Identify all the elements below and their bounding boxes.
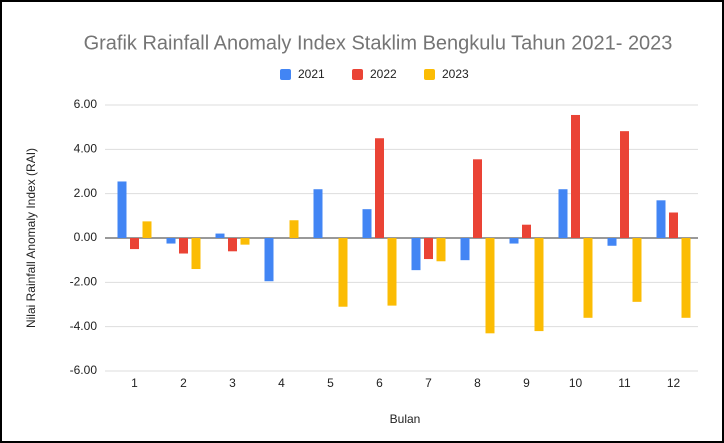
bar — [215, 233, 225, 238]
legend-label: 2023 — [442, 67, 469, 81]
bar — [191, 238, 201, 270]
x-tick-label: 5 — [327, 376, 334, 390]
y-tick-label: 2.00 — [74, 186, 98, 200]
chart-title: Grafik Rainfall Anomaly Index Staklim Be… — [84, 32, 673, 54]
x-tick-label: 6 — [376, 376, 383, 390]
bar — [509, 238, 519, 244]
bar — [534, 238, 544, 332]
bar — [656, 200, 666, 238]
bar — [117, 181, 127, 238]
bar — [166, 238, 176, 244]
bar — [620, 131, 629, 238]
y-tick-label: 0.00 — [74, 230, 98, 244]
bar — [362, 209, 372, 238]
bar — [583, 238, 593, 318]
bar — [607, 238, 617, 246]
bar — [436, 238, 446, 262]
legend-swatch — [352, 69, 363, 80]
x-axis-label: Bulan — [390, 412, 421, 426]
bar — [142, 221, 152, 238]
x-tick-label: 4 — [278, 376, 285, 390]
bar — [669, 212, 678, 238]
x-tick-label: 1 — [131, 376, 138, 390]
bar — [460, 238, 470, 261]
bar — [289, 220, 299, 238]
x-tick-label: 3 — [229, 376, 236, 390]
y-tick-label: -2.00 — [70, 275, 98, 289]
legend-swatch — [424, 69, 435, 80]
bar — [240, 238, 250, 245]
bar — [264, 238, 274, 282]
x-tick-label: 2 — [180, 376, 187, 390]
legend-label: 2021 — [298, 67, 325, 81]
x-tick-label: 10 — [569, 376, 583, 390]
x-tick-label: 11 — [618, 376, 631, 390]
bar — [522, 224, 531, 238]
y-tick-label: 6.00 — [74, 97, 98, 111]
legend-swatch — [280, 69, 291, 80]
x-tick-label: 9 — [523, 376, 530, 390]
bar — [411, 238, 421, 271]
x-tick-label: 8 — [474, 376, 481, 390]
x-tick-label: 7 — [425, 376, 432, 390]
bar — [571, 114, 580, 238]
bar — [485, 238, 495, 334]
bar — [130, 238, 139, 250]
y-axis-label: Nilai Rainfall Anomaly Index (RAI) — [24, 148, 38, 328]
bar — [375, 138, 384, 238]
bar — [558, 189, 568, 238]
bar — [632, 238, 642, 302]
y-tick-label: 4.00 — [74, 142, 98, 156]
bar — [681, 238, 691, 318]
x-tick-label: 12 — [667, 376, 681, 390]
bar — [387, 238, 397, 306]
bar — [338, 238, 348, 307]
y-tick-label: -4.00 — [70, 319, 98, 333]
bar — [424, 238, 433, 260]
legend-label: 2022 — [370, 67, 397, 81]
bar — [228, 238, 237, 252]
bar — [179, 238, 188, 254]
y-tick-label: -6.00 — [70, 363, 98, 377]
bar — [313, 189, 323, 238]
bar — [473, 159, 482, 238]
